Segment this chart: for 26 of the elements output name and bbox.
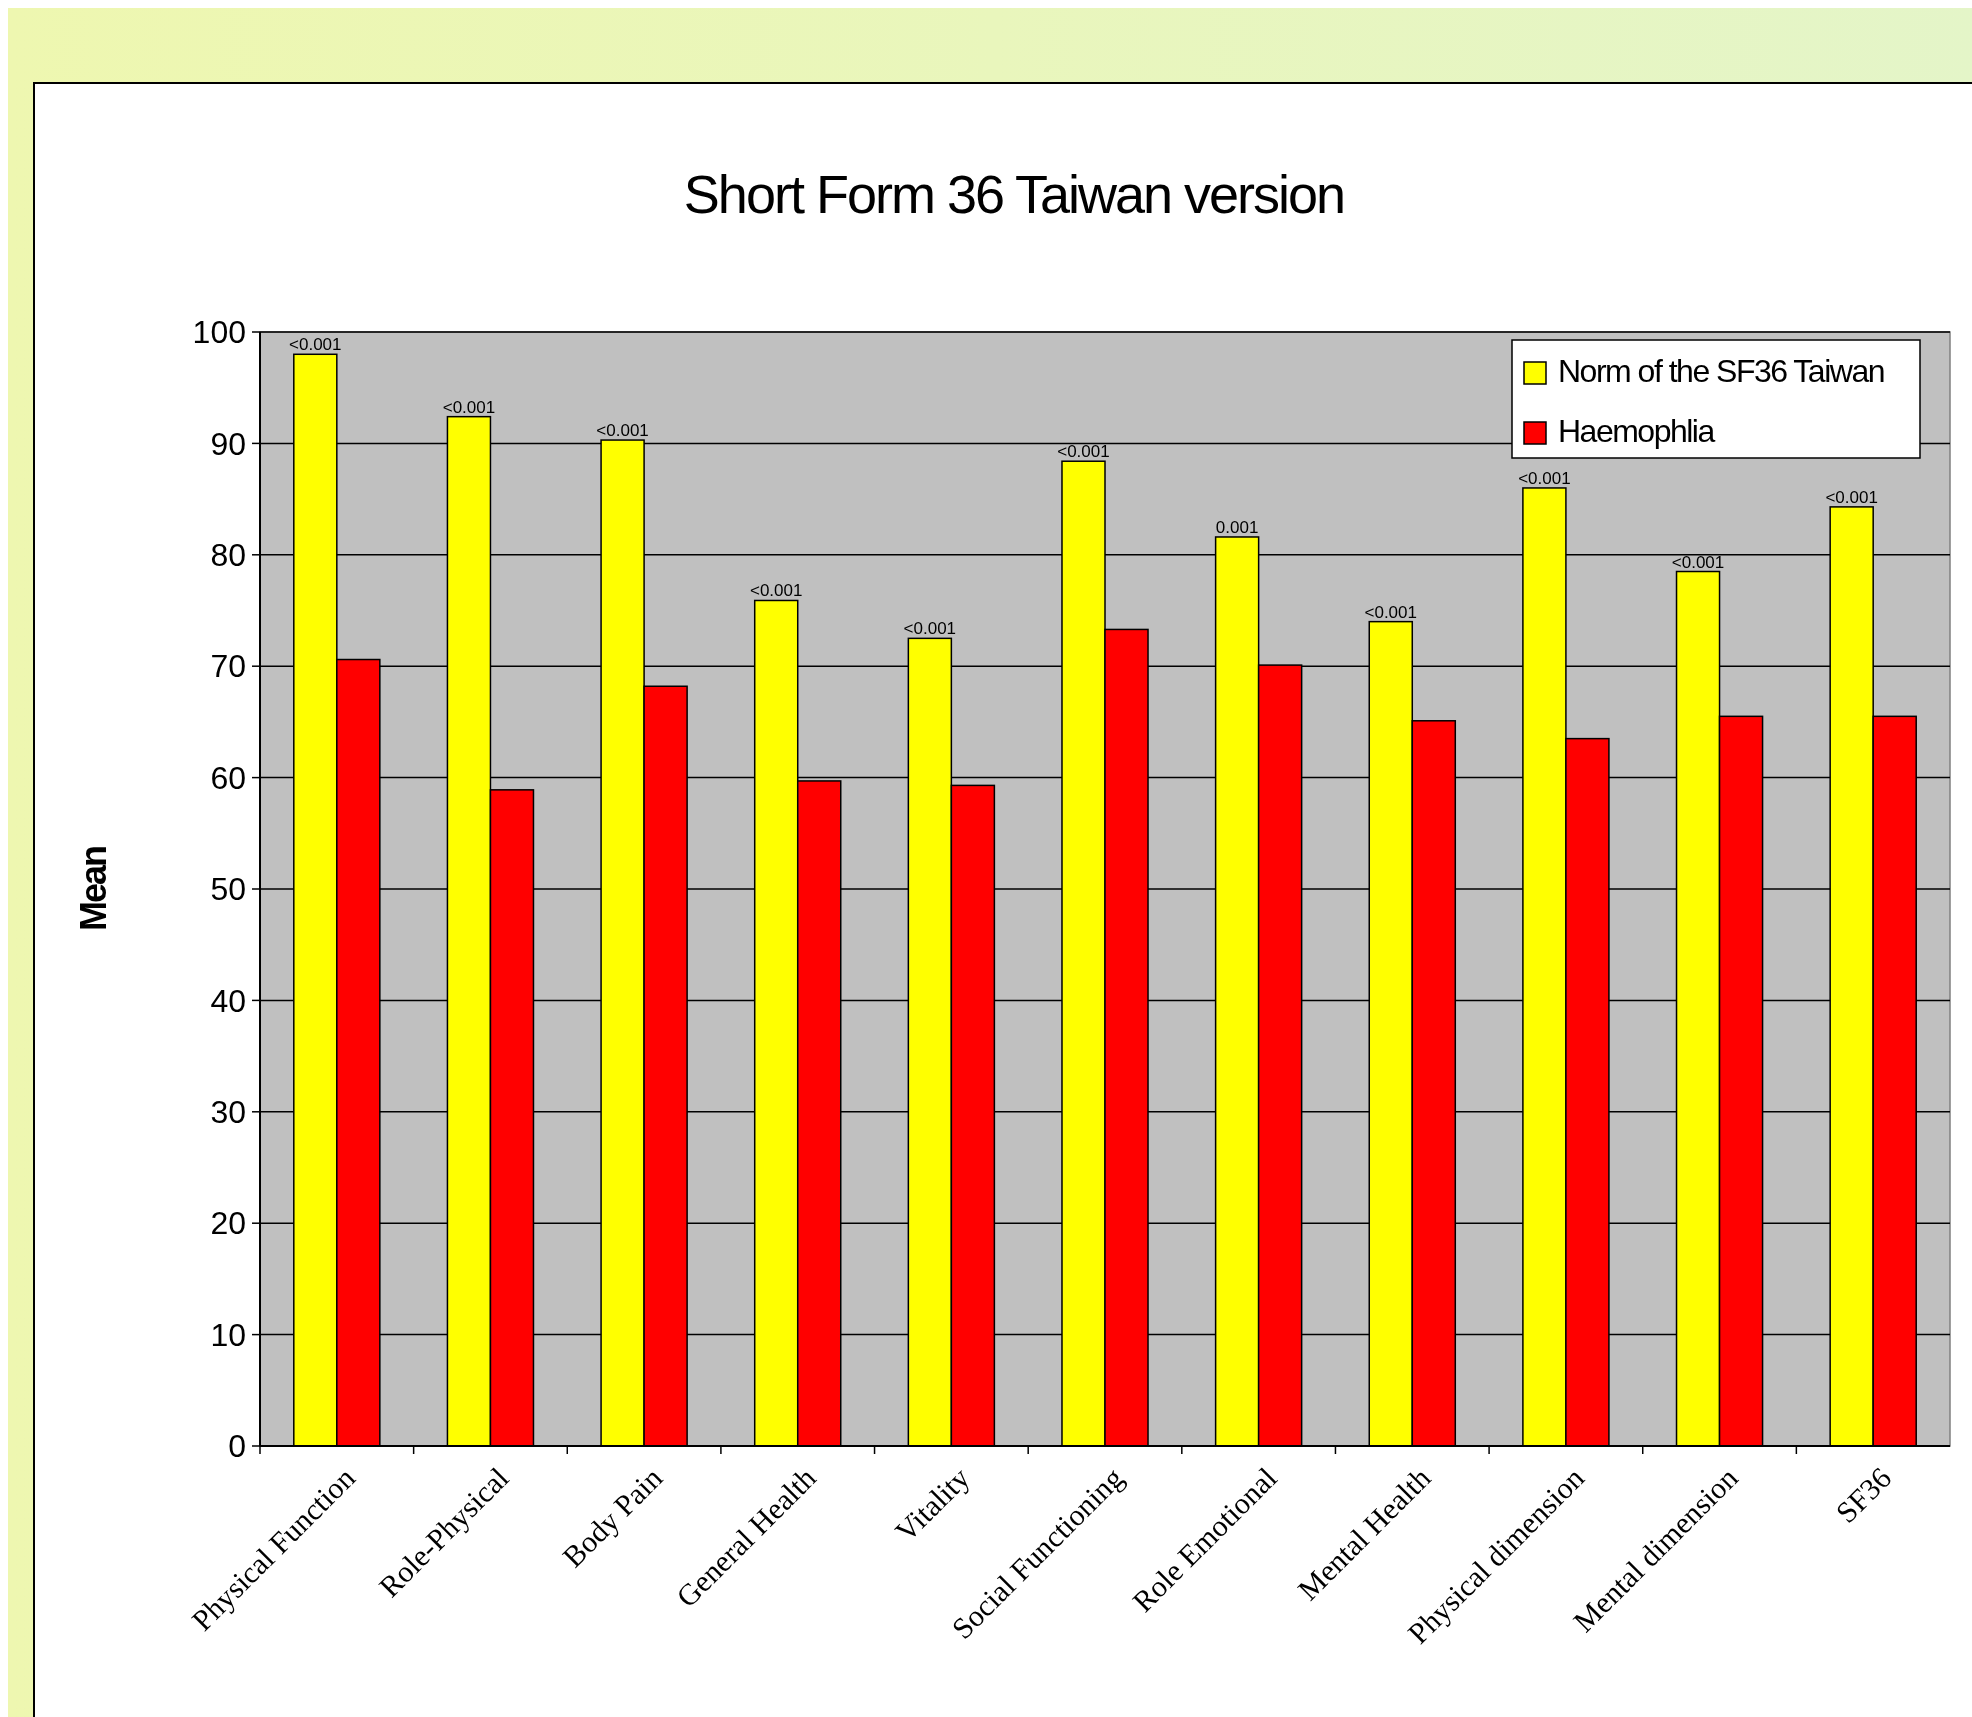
y-tick-label: 70: [210, 648, 246, 685]
y-tick-label: 100: [192, 314, 246, 351]
annotation: <0.001: [1364, 602, 1418, 622]
y-tick-label: 90: [210, 425, 246, 462]
annotation: <0.001: [1518, 468, 1571, 488]
y-tick-label: 20: [210, 1205, 246, 1242]
legend-label: Norm of the SF36 Taiwan: [1558, 353, 1884, 389]
annotation: <0.001: [1671, 552, 1725, 572]
legend-label: Haemophlia: [1558, 413, 1716, 449]
annotation: <0.001: [1825, 487, 1878, 507]
y-tick-label: 30: [210, 1094, 246, 1130]
y-tick-label: 40: [210, 982, 246, 1019]
chart-title: Short Form 36 Taiwan version: [683, 164, 1345, 224]
annotation: <0.001: [1057, 442, 1110, 462]
annotation: <0.001: [442, 397, 496, 417]
annotation: <0.001: [289, 335, 342, 355]
y-tick-label: 0: [228, 1428, 246, 1465]
annotation: <0.001: [596, 421, 649, 441]
y-tick-label: 60: [210, 759, 246, 796]
annotation: <0.001: [749, 581, 803, 601]
y-axis-title: Mean: [73, 846, 114, 932]
annotation: <0.001: [903, 619, 957, 639]
y-tick-label: 10: [210, 1316, 246, 1353]
y-tick-label: 50: [210, 871, 246, 908]
y-tick-label: 80: [210, 537, 246, 573]
annotation: 0.001: [1215, 517, 1259, 537]
